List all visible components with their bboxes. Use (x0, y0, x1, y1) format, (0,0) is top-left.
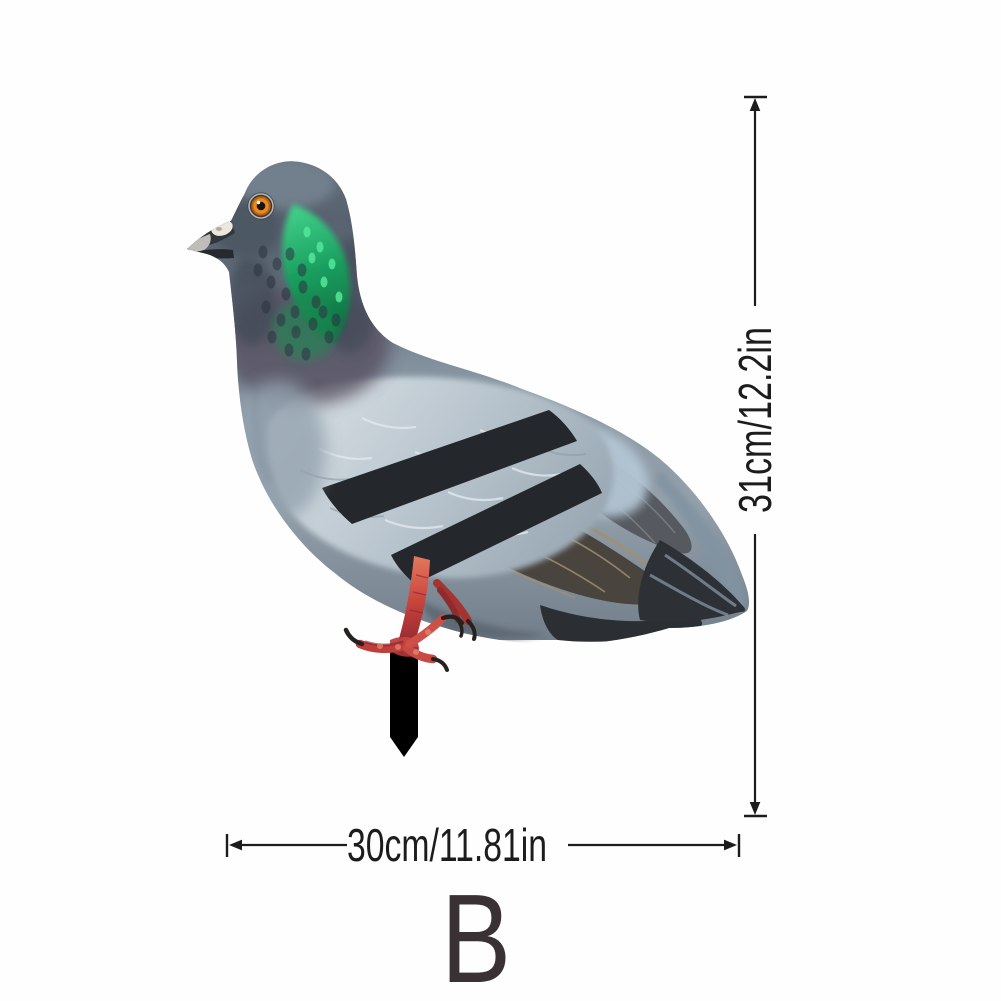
height-dimension-label: 31cm/12.2in (729, 327, 781, 513)
pigeon-eye (247, 192, 275, 220)
near-foot (343, 614, 465, 672)
beak-nostril (216, 227, 222, 231)
neck-green-glints (303, 226, 343, 303)
pigeon-body (187, 161, 750, 642)
variant-letter: B (441, 868, 511, 1001)
arrow-right-icon (724, 839, 737, 851)
width-dimension-line (225, 834, 741, 857)
pigeon-illustration (187, 161, 750, 672)
neck-speckles (253, 245, 341, 361)
arrow-down-icon (749, 802, 761, 815)
tarsus-scales (409, 574, 429, 614)
toe-knuckles (377, 629, 431, 655)
arrow-up-icon (749, 98, 761, 111)
eye-iris-shade (251, 196, 271, 216)
beak-pale-tip (187, 234, 211, 252)
throat-shadow (228, 255, 276, 345)
pigeon-legs (343, 556, 477, 672)
tarsus (398, 556, 430, 648)
width-dimension-label: 30cm/11.81in (347, 819, 547, 871)
eye-ring (248, 193, 274, 219)
undertail-coverts (420, 600, 545, 640)
tail (638, 540, 746, 623)
wing-bar-lower (391, 464, 602, 584)
tail-top-sheen (655, 470, 746, 608)
height-dimension-line (744, 95, 767, 818)
arrow-left-icon (229, 839, 242, 851)
eye-glint (256, 200, 261, 205)
wing-bar-upper (322, 410, 577, 524)
ground-stake (390, 647, 418, 757)
